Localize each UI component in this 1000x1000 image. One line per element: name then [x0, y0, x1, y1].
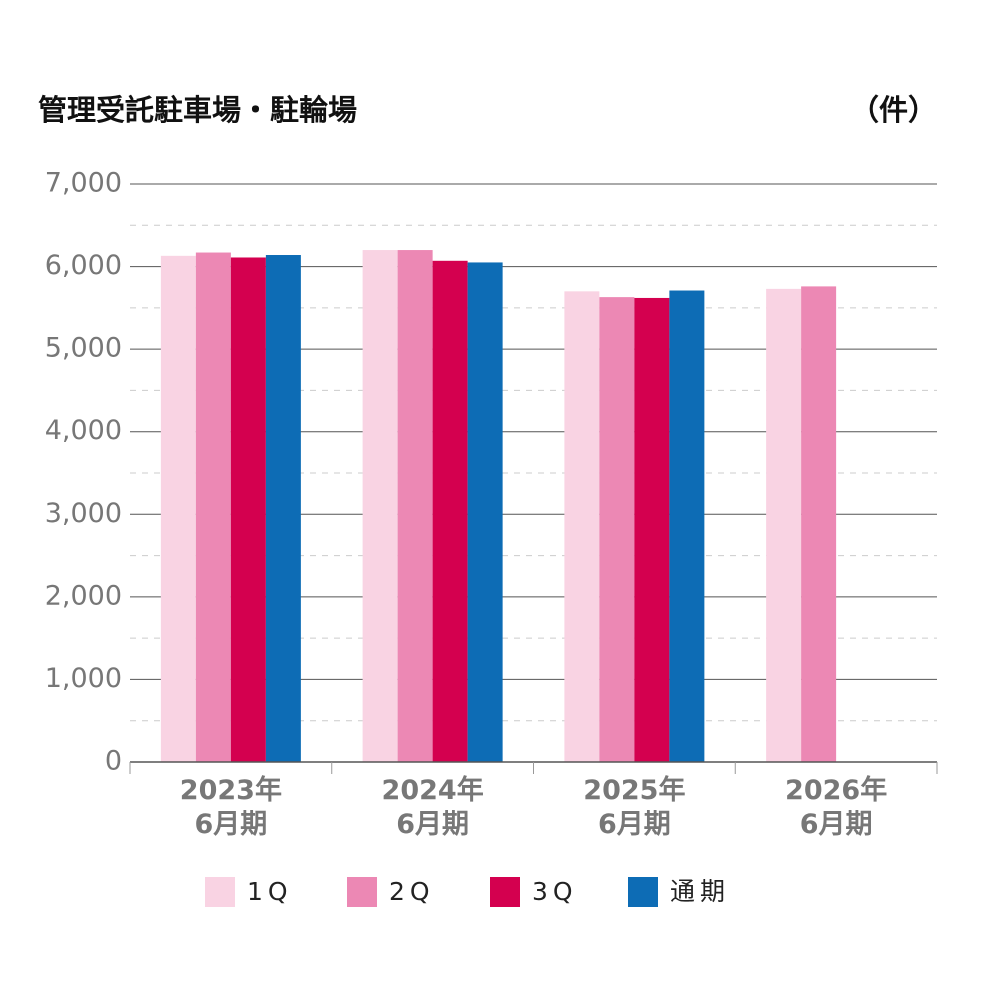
y-tick-label: 7,000: [45, 168, 122, 199]
y-tick-label: 2,000: [45, 580, 122, 611]
legend-swatch: [628, 877, 658, 907]
bar: [265, 255, 301, 763]
y-tick-label: 3,000: [45, 498, 122, 529]
bar: [160, 255, 196, 762]
unit-label: （件）: [850, 93, 937, 127]
bar: [362, 250, 398, 763]
legend-swatch: [347, 877, 377, 907]
bar: [801, 286, 837, 762]
legend-swatch: [205, 877, 235, 907]
legend-label: 通期: [670, 877, 730, 906]
x-tick-label: 2026年 6月期: [785, 775, 888, 840]
y-tick-label: 0: [105, 746, 122, 777]
y-tick-label: 4,000: [45, 415, 122, 446]
legend-swatch: [490, 877, 520, 907]
bar: [467, 262, 503, 762]
y-tick-label: 5,000: [45, 333, 122, 364]
bar: [634, 297, 670, 762]
bar: [230, 257, 266, 762]
bar: [564, 291, 600, 762]
chart-title: 管理受託駐車場・駐輪場: [38, 93, 357, 127]
legend-label: 1Q: [247, 877, 293, 906]
x-tick-label: 2025年 6月期: [583, 775, 686, 840]
x-tick-label: 2023年 6月期: [179, 775, 282, 840]
legend-label: 2Q: [389, 877, 435, 906]
bar: [432, 260, 468, 762]
bar: [599, 297, 635, 762]
y-tick-label: 6,000: [45, 250, 122, 281]
bar: [397, 250, 433, 763]
y-tick-label: 1,000: [45, 663, 122, 694]
x-tick-label: 2024年 6月期: [381, 775, 484, 840]
bar: [766, 288, 802, 762]
bar: [669, 290, 705, 762]
bar: [195, 252, 231, 762]
legend-label: 3Q: [532, 877, 578, 906]
